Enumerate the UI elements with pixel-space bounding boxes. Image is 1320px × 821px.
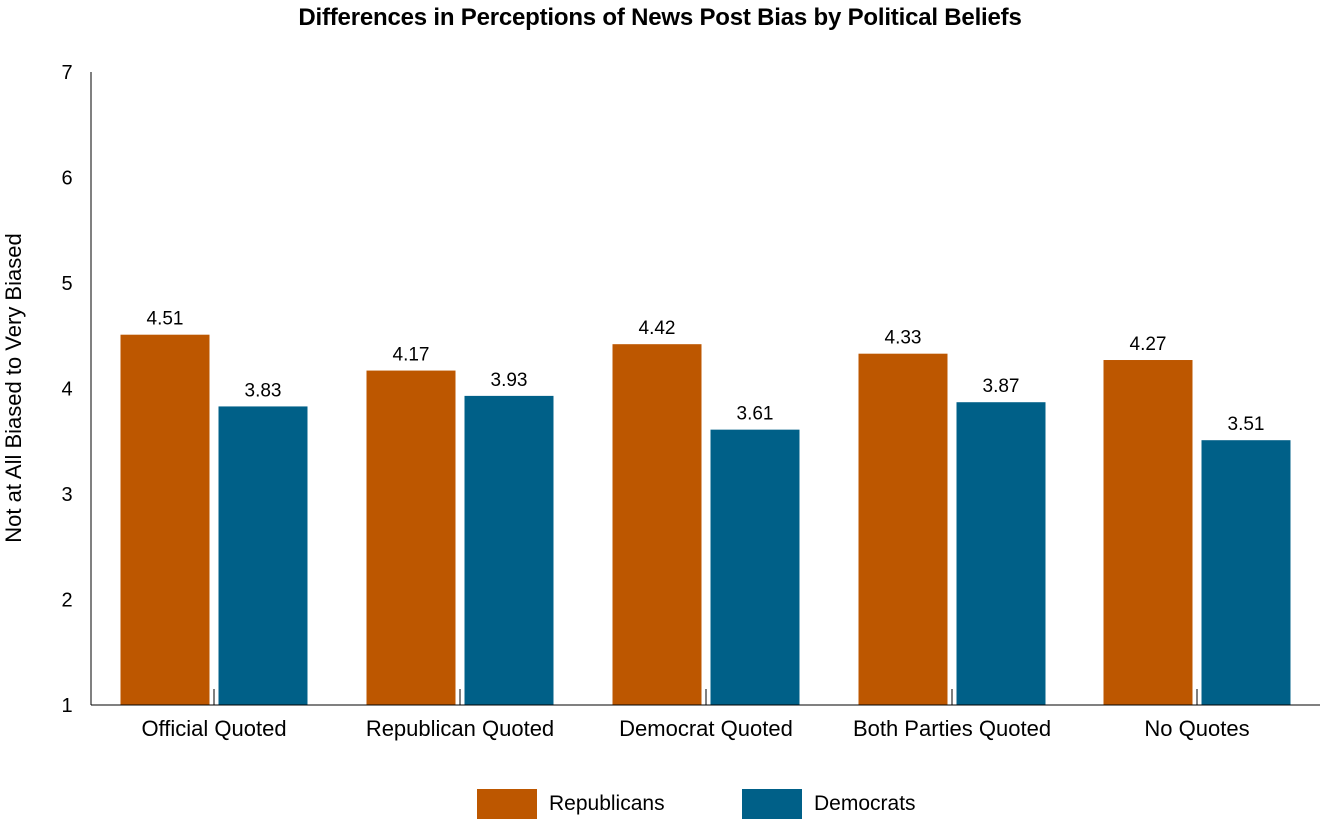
x-tick-label: Both Parties Quoted <box>853 716 1051 741</box>
data-label-democrats-0: 3.83 <box>245 380 282 401</box>
bar-democrats-4 <box>1201 440 1291 705</box>
legend-label-democrats: Democrats <box>814 792 916 815</box>
y-tick-label: 7 <box>61 62 72 84</box>
bar-republicans-1 <box>366 370 456 705</box>
legend-item-republicans: Republicans <box>477 788 665 820</box>
bar-republicans-3 <box>858 353 948 705</box>
y-tick-label: 5 <box>61 273 72 295</box>
data-label-democrats-2: 3.61 <box>737 404 774 425</box>
bar-democrats-3 <box>956 402 1046 705</box>
legend-swatch-democrats <box>742 789 802 819</box>
x-tick-label: Official Quoted <box>141 716 286 741</box>
bar-democrats-1 <box>464 395 554 705</box>
legend-swatch-republicans <box>477 789 537 819</box>
bar-democrats-0 <box>218 406 308 705</box>
y-axis-label: Not at All Biased to Very Biased <box>1 233 26 542</box>
legend-item-democrats: Democrats <box>742 788 916 820</box>
y-tick-label: 4 <box>61 379 72 401</box>
data-label-democrats-4: 3.51 <box>1228 414 1265 435</box>
x-tick-label: No Quotes <box>1144 716 1249 741</box>
legend-label-republicans: Republicans <box>549 792 665 815</box>
chart-title: Differences in Perceptions of News Post … <box>298 4 1022 31</box>
bar-chart: 1 2 3 4 5 6 7 Not at All Biased to Very Biased 4… <box>1 62 1320 741</box>
y-tick-label: 1 <box>61 695 72 717</box>
data-label-republicans-0: 4.51 <box>147 309 184 330</box>
data-label-democrats-3: 3.87 <box>983 376 1020 397</box>
y-tick-label: 2 <box>61 590 72 612</box>
data-label-democrats-1: 3.93 <box>491 370 528 391</box>
data-label-republicans-2: 4.42 <box>639 318 676 339</box>
y-tick-label: 3 <box>61 484 72 506</box>
data-label-republicans-4: 4.27 <box>1130 334 1167 355</box>
y-tick-label: 6 <box>61 168 72 190</box>
x-tick-label: Republican Quoted <box>366 716 554 741</box>
legend: Republicans Democrats <box>0 788 1320 820</box>
bar-republicans-4 <box>1103 360 1193 705</box>
bar-republicans-2 <box>612 344 702 705</box>
x-tick-label: Democrat Quoted <box>619 716 793 741</box>
data-label-republicans-3: 4.33 <box>885 328 922 349</box>
data-label-republicans-1: 4.17 <box>393 345 430 366</box>
bar-democrats-2 <box>710 429 800 705</box>
bar-republicans-0 <box>120 334 210 705</box>
